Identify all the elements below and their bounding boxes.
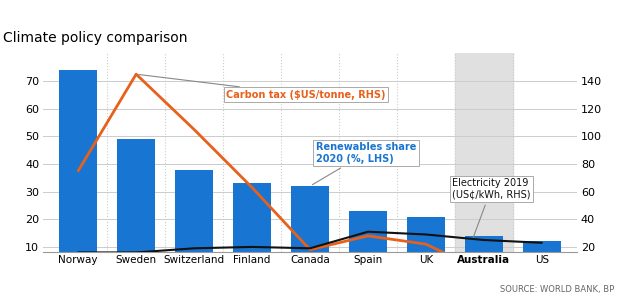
Bar xyxy=(349,211,387,274)
Text: Carbon tax ($US/tonne, RHS): Carbon tax ($US/tonne, RHS) xyxy=(139,75,386,100)
Bar xyxy=(233,183,271,274)
Bar xyxy=(175,170,213,274)
Bar xyxy=(407,217,445,274)
Bar xyxy=(465,236,503,274)
Bar xyxy=(455,53,513,252)
Bar xyxy=(523,241,560,274)
Bar xyxy=(60,70,97,274)
Text: Climate policy comparison: Climate policy comparison xyxy=(3,31,188,45)
Text: Electricity 2019
(US¢/kWh, RHS): Electricity 2019 (US¢/kWh, RHS) xyxy=(452,178,531,237)
Text: SOURCE: WORLD BANK, BP: SOURCE: WORLD BANK, BP xyxy=(500,285,614,294)
Bar xyxy=(291,186,329,274)
Bar xyxy=(117,139,155,274)
Text: Renewables share
2020 (%, LHS): Renewables share 2020 (%, LHS) xyxy=(312,142,416,185)
